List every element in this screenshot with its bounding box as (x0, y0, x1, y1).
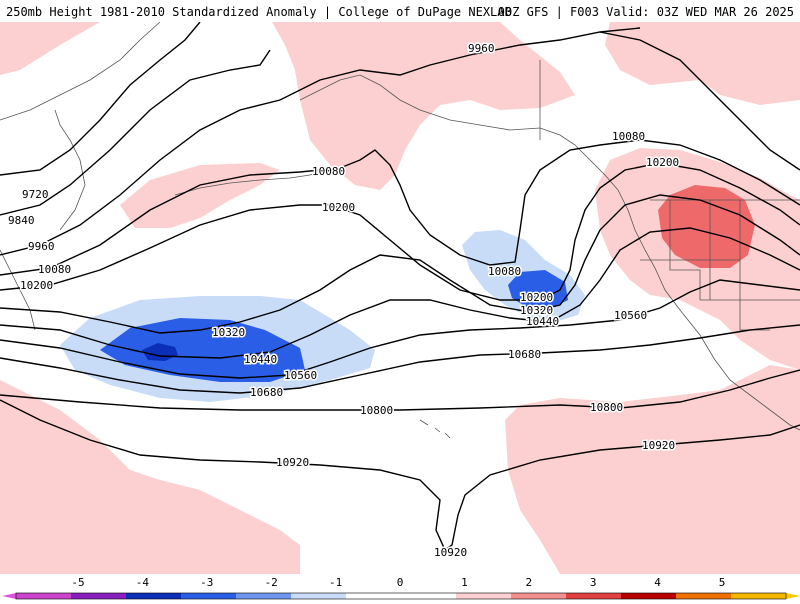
colorbar-tick-label: -3 (200, 576, 213, 589)
colorbar-tick-label: 0 (397, 576, 404, 589)
contour-label: 10920 (642, 439, 675, 452)
colorbar-svg: -5 -4 -3 -2 -1 0 1 2 3 4 5 (2, 576, 800, 600)
contour-10920 (0, 399, 800, 552)
coast-hawaii (419, 419, 451, 439)
colorbar-swatch (181, 593, 237, 599)
colorbar-swatch (401, 593, 457, 599)
neg-anomaly-nw-core (100, 318, 305, 382)
pos-anomaly-south (0, 380, 300, 574)
contour-9960-w (0, 27, 641, 256)
coast-japan (0, 249, 36, 331)
contour-label: 10080 (312, 165, 345, 178)
anomaly-shading (0, 22, 800, 574)
colorbar-arrow-left (2, 593, 16, 599)
pos-anomaly-se (505, 365, 800, 574)
colorbar-tick-label: 3 (590, 576, 597, 589)
contour-label: 9720 (22, 188, 49, 201)
pos-anomaly-canada (605, 22, 800, 105)
contour-label: 10200 (646, 156, 679, 169)
contour-9960-ne (599, 31, 800, 171)
neg-anomaly-goa-core (508, 270, 568, 308)
contour-label: 10080 (38, 263, 71, 276)
contour-label: 10680 (508, 348, 541, 361)
contour-label: 9840 (8, 214, 35, 227)
colorbar-swatch (566, 593, 622, 599)
map-svg: 9960 10080 10200 10080 10200 9720 9840 9… (0, 22, 800, 574)
contour-label: 10560 (284, 369, 317, 382)
colorbar-swatch (456, 593, 512, 599)
colorbar-tick-label: 1 (461, 576, 468, 589)
pos-anomaly-nw (0, 22, 100, 75)
colorbar-tick-label: -1 (329, 576, 342, 589)
colorbar-swatch (676, 593, 732, 599)
height-contours (0, 22, 800, 552)
coast-kamchatka (54, 109, 86, 231)
colorbar-tick-label: -2 (265, 576, 278, 589)
map-panel: 9960 10080 10200 10080 10200 9720 9840 9… (0, 22, 800, 574)
header-bar: 250mb Height 1981-2010 Standardized Anom… (0, 0, 800, 22)
contour-10200 (0, 162, 800, 301)
contour-9720 (0, 22, 201, 176)
contour-10320 (0, 194, 800, 334)
model-run-label: 00Z GFS | F003 Valid: 03Z WED MAR 26 202… (497, 5, 794, 19)
coast-bc-coast (617, 189, 800, 431)
colorbar-swatch (346, 593, 402, 599)
contour-label: 10560 (614, 309, 647, 322)
contour-label: 10320 (212, 326, 245, 339)
colorbar-arrow-right (786, 593, 800, 599)
colorbar-tick-label: 2 (525, 576, 532, 589)
contour-10560 (0, 279, 800, 379)
contour-10440 (0, 227, 800, 359)
contour-10800 (0, 369, 800, 411)
colorbar-tick-label: 4 (654, 576, 661, 589)
contour-label: 10440 (244, 353, 277, 366)
colorbar-ticks: -5 -4 -3 -2 -1 0 1 2 3 4 5 (71, 576, 725, 589)
colorbar-tick-label: 5 (719, 576, 726, 589)
colorbar-swatch (291, 593, 347, 599)
contour-label: 9960 (468, 42, 495, 55)
neg-anomaly-shading (60, 230, 585, 402)
contour-label: 10200 (520, 291, 553, 304)
pos-anomaly-pnw (658, 185, 755, 268)
contour-10680 (0, 324, 800, 394)
contour-label: 10920 (434, 546, 467, 559)
coastlines (0, 22, 800, 439)
contour-label: 10320 (520, 304, 553, 317)
map-title: 250mb Height 1981-2010 Standardized Anom… (6, 5, 512, 19)
contour-label: 10800 (590, 401, 623, 414)
contour-10080 (0, 139, 800, 276)
pos-anomaly-alaska (272, 22, 575, 190)
coast-aleutians (174, 167, 331, 196)
colorbar-swatch (16, 593, 72, 599)
colorbar-swatch (71, 593, 127, 599)
state-lines (640, 200, 800, 331)
colorbar-swatch (126, 593, 182, 599)
colorbar-swatch (731, 593, 787, 599)
contour-label: 10800 (360, 404, 393, 417)
colorbar-bar (2, 592, 800, 600)
contour-label: 10920 (276, 456, 309, 469)
colorbar-outline (15, 592, 787, 600)
contour-label: 10080 (488, 265, 521, 278)
colorbar-swatch (511, 593, 567, 599)
contour-9840 (0, 49, 271, 216)
pos-anomaly-bering (120, 163, 280, 228)
contour-label: 9960 (28, 240, 55, 253)
contour-labels: 9960 10080 10200 10080 10200 9720 9840 9… (7, 41, 681, 561)
contour-label: 10440 (526, 315, 559, 328)
colorbar-swatch (621, 593, 677, 599)
contour-label: 10200 (322, 201, 355, 214)
colorbar: -5 -4 -3 -2 -1 0 1 2 3 4 5 (0, 574, 800, 600)
coast-siberia (0, 22, 161, 121)
colorbar-tick-label: -5 (71, 576, 84, 589)
colorbar-tick-label: -4 (136, 576, 150, 589)
colorbar-swatch (236, 593, 292, 599)
contour-label: 10200 (20, 279, 53, 292)
contour-label: 10680 (250, 386, 283, 399)
coast-alaska (299, 74, 619, 191)
contour-label: 10080 (612, 130, 645, 143)
